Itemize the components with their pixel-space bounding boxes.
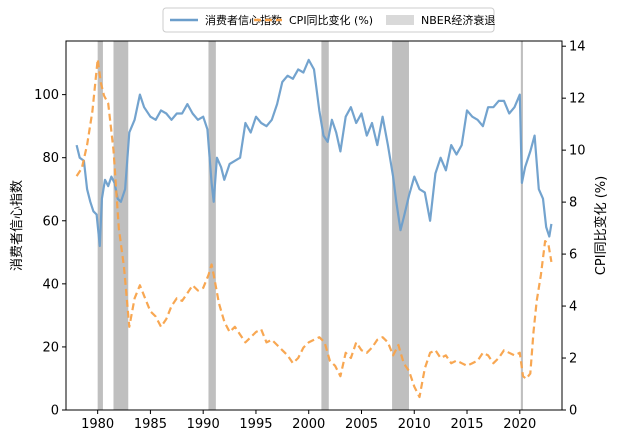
recession-bands xyxy=(97,41,523,410)
recession-band-2 xyxy=(208,41,216,410)
y-left-tick-label-60: 60 xyxy=(42,214,59,229)
series-lines xyxy=(75,58,553,399)
y-right-tick-label-2: 2 xyxy=(569,352,577,367)
x-tick-label-2000: 2000 xyxy=(292,417,325,432)
x-tick-label-1995: 1995 xyxy=(239,417,272,432)
y-right-tick-label-4: 4 xyxy=(569,300,577,315)
y-right-tick-label-0: 0 xyxy=(569,404,577,419)
y-left-tick-label-20: 20 xyxy=(42,340,59,355)
legend-label-recession: NBER经济衰退 xyxy=(421,13,495,27)
legend-label-confidence: 消费者信心指数 xyxy=(205,13,282,27)
x-tick-label-1980: 1980 xyxy=(81,417,114,432)
y-axis-right-label: CPI同比变化 (%) xyxy=(593,176,609,275)
x-tick-label-1990: 1990 xyxy=(187,417,220,432)
axes: 1980 1985 1990 1995 2000 2005 2010 2015 20200204… xyxy=(34,40,585,432)
y-left-tick-label-0: 0 xyxy=(51,404,59,419)
y-left-tick-label-40: 40 xyxy=(42,277,59,292)
y-axis-left-label: 消费者信心指数 xyxy=(10,180,25,271)
x-tick-label-2020: 2020 xyxy=(503,417,536,432)
x-tick-label-2005: 2005 xyxy=(345,417,378,432)
y-right-tick-label-8: 8 xyxy=(569,196,577,211)
recession-band-5 xyxy=(520,41,523,410)
y-right-tick-label-10: 10 xyxy=(569,144,586,159)
y-right-tick-label-12: 12 xyxy=(569,92,586,107)
legend-label-cpi: CPI同比变化 (%) xyxy=(289,13,373,27)
y-left-tick-label-100: 100 xyxy=(34,88,59,103)
y-left-tick-label-80: 80 xyxy=(42,151,59,166)
legend-box xyxy=(162,7,495,33)
x-tick-label-2010: 2010 xyxy=(398,417,431,432)
x-tick-label-2015: 2015 xyxy=(450,417,483,432)
legend-swatch-recession xyxy=(386,15,414,25)
recession-band-1 xyxy=(113,41,129,410)
x-tick-label-1985: 1985 xyxy=(134,417,167,432)
series-line-cpi xyxy=(75,58,553,399)
legend: 消费者信心指数 CPI同比变化 (%) NBER经济衰退 xyxy=(162,7,495,33)
series-line-confidence xyxy=(75,58,553,248)
plot-frame xyxy=(65,40,563,411)
y-right-tick-label-14: 14 xyxy=(569,40,586,55)
y-right-tick-label-6: 6 xyxy=(569,248,577,263)
recession-band-3 xyxy=(321,41,329,410)
